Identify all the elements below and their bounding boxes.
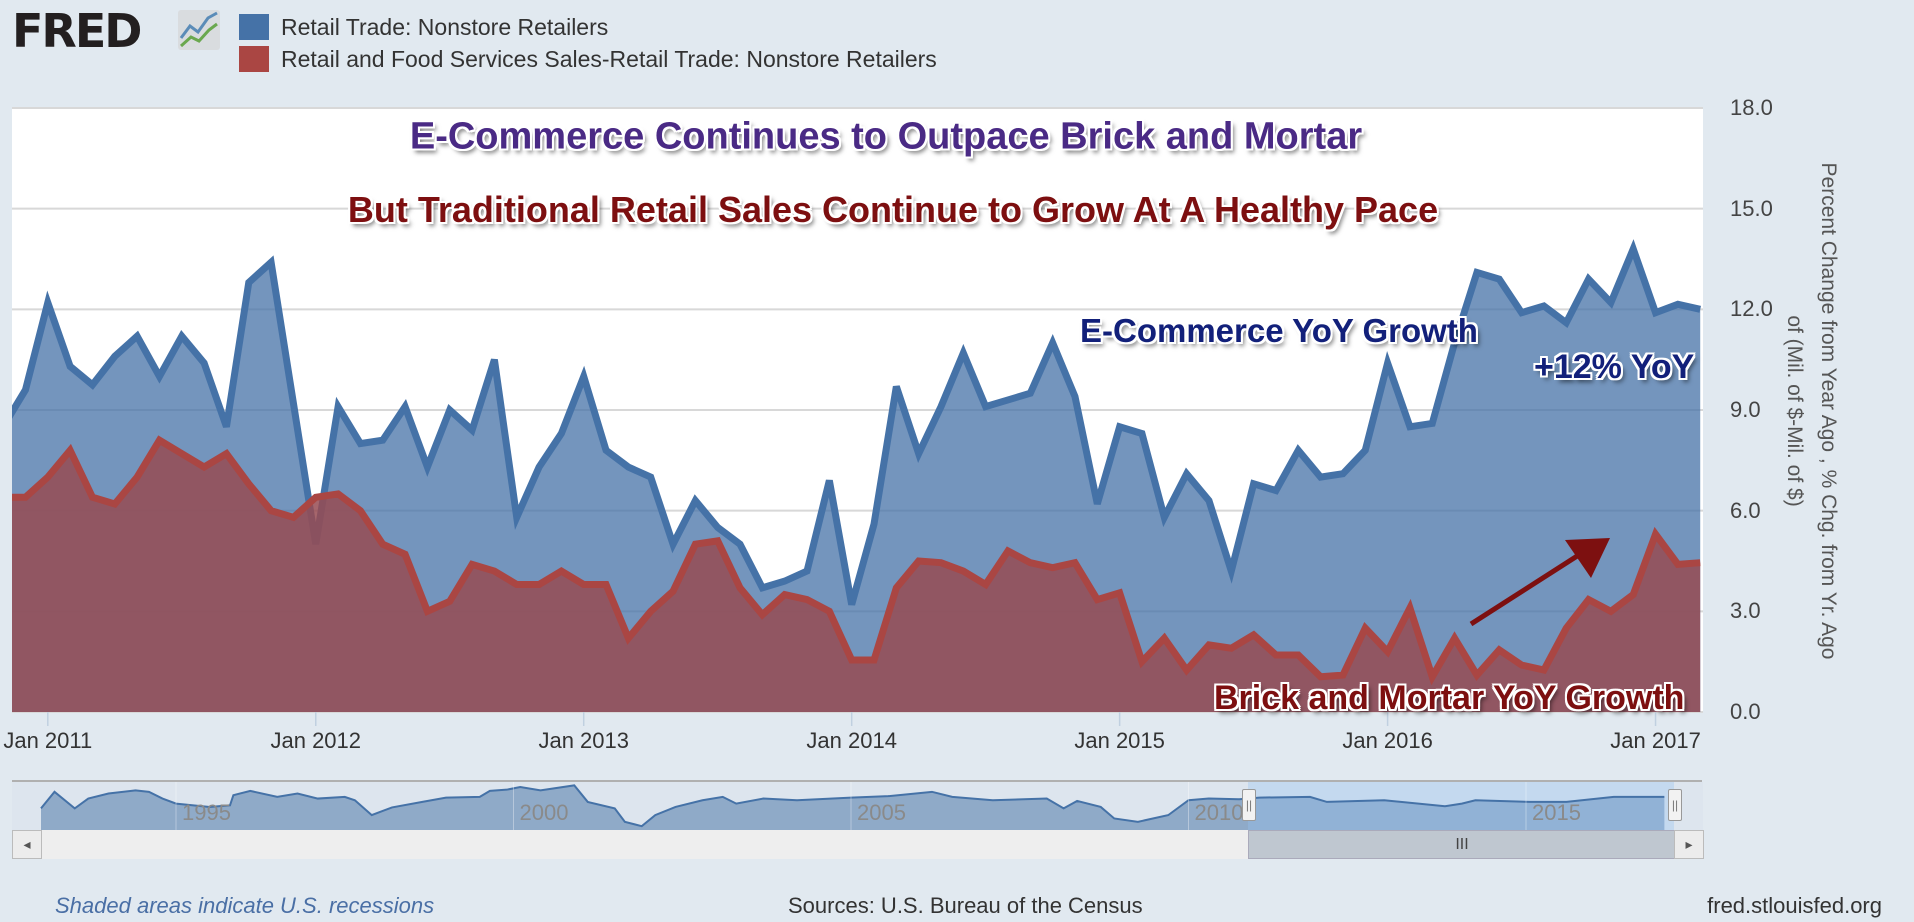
navigator[interactable] bbox=[12, 780, 1702, 832]
x-tick-label: Jan 2012 bbox=[270, 728, 362, 753]
annotation-brick: Brick and Mortar YoY Growth bbox=[1214, 679, 1685, 717]
y-axis-title: Percent Change from Year Ago , % Chg. fr… bbox=[1817, 162, 1840, 660]
recession-note: Shaded areas indicate U.S. recessions bbox=[55, 893, 435, 918]
y-axis-title-line2: of (Mil. of $-Mil. of $) bbox=[1783, 315, 1806, 507]
legend-swatch-blue bbox=[239, 14, 269, 40]
navigator-year-label: 2015 bbox=[1532, 800, 1581, 825]
site-link[interactable]: fred.stlouisfed.org bbox=[1707, 893, 1882, 918]
x-tick-label: Jan 2017 bbox=[1610, 728, 1701, 753]
legend-swatch-red bbox=[239, 46, 269, 72]
y-tick-label: 9.0 bbox=[1730, 397, 1761, 422]
x-tick-label: Jan 2011 bbox=[3, 728, 93, 753]
fred-logo[interactable]: FRED bbox=[12, 4, 142, 58]
series-group bbox=[12, 239, 1701, 712]
arrow-head-icon bbox=[1565, 538, 1610, 578]
navigator-year-label: 1995 bbox=[182, 800, 231, 825]
sources-text: Sources: U.S. Bureau of the Census bbox=[788, 893, 1143, 918]
arrow-shaft bbox=[1469, 548, 1587, 627]
x-tick-label: Jan 2013 bbox=[538, 728, 629, 753]
scroll-right-arrow-icon[interactable]: ▸ bbox=[1674, 830, 1704, 859]
series-area-0 bbox=[12, 248, 1701, 712]
annotation-yoy: +12% YoY bbox=[1534, 348, 1695, 386]
legend-item-nonstore[interactable]: Retail Trade: Nonstore Retailers bbox=[239, 12, 608, 42]
y-tick-label: 15.0 bbox=[1730, 195, 1773, 221]
navigator-year-label: 2010 bbox=[1194, 800, 1244, 825]
navigator-year-label: 2005 bbox=[857, 800, 906, 825]
legend-label: Retail Trade: Nonstore Retailers bbox=[281, 13, 609, 40]
series-line-1 bbox=[12, 435, 1701, 686]
legend-label: Retail and Food Services Sales-Retail Tr… bbox=[281, 45, 937, 72]
arrow-annotation bbox=[1469, 538, 1610, 627]
navigator-left-handle[interactable]: || bbox=[1242, 789, 1256, 821]
series-area-1 bbox=[12, 440, 1701, 712]
y-tick-label: 12.0 bbox=[1730, 296, 1773, 322]
y-tick-label: 6.0 bbox=[1730, 497, 1761, 523]
scrollbar-thumb[interactable]: III bbox=[1248, 830, 1676, 859]
navigator-right-handle[interactable]: || bbox=[1668, 789, 1682, 821]
series-line-0 bbox=[12, 239, 1701, 606]
x-tick-label: Jan 2014 bbox=[806, 728, 897, 753]
y-tick-label: 3.0 bbox=[1730, 598, 1761, 624]
annotation-title: E-Commerce Continues to Outpace Brick an… bbox=[409, 115, 1363, 158]
x-tick-label: Jan 2016 bbox=[1342, 728, 1433, 753]
y-tick-label: 0.0 bbox=[1730, 699, 1761, 724]
annotation-subtitle: But Traditional Retail Sales Continue to… bbox=[347, 189, 1439, 230]
y-tick-label: 18.0 bbox=[1730, 95, 1773, 120]
x-tick-marks bbox=[47, 712, 1657, 726]
legend-item-retail-food[interactable]: Retail and Food Services Sales-Retail Tr… bbox=[239, 44, 937, 74]
scroll-left-arrow-icon[interactable]: ◂ bbox=[12, 830, 42, 859]
annotation-ecommerce: E-Commerce YoY Growth bbox=[1080, 312, 1478, 349]
navigator-year-label: 2000 bbox=[519, 800, 569, 825]
fred-chart-icon bbox=[178, 10, 220, 50]
x-tick-label: Jan 2015 bbox=[1074, 728, 1165, 753]
